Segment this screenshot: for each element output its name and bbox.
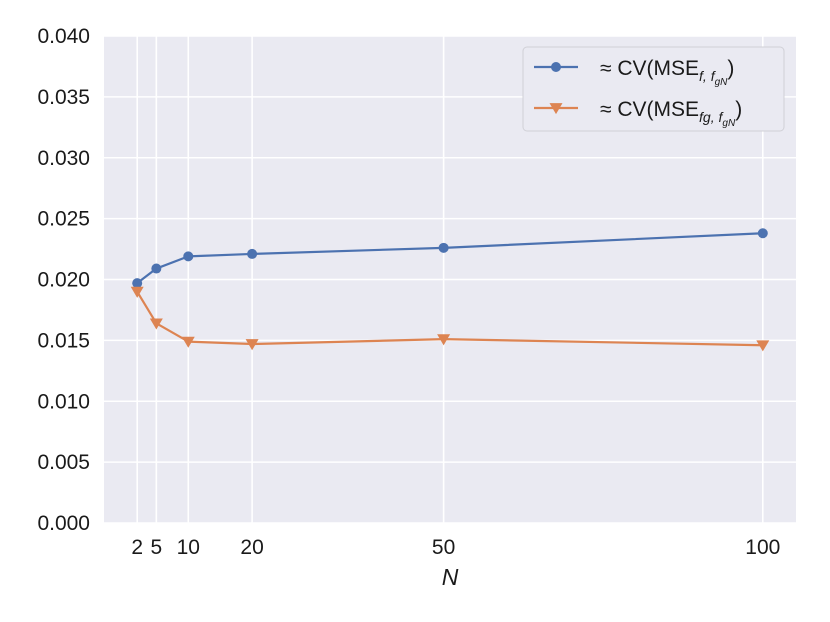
legend-label-subscript: fg, f <box>699 109 724 125</box>
series-0 <box>132 228 768 289</box>
y-tick-label: 0.025 <box>37 208 90 231</box>
legend-label-subscript: f, f <box>699 68 717 84</box>
data-point <box>181 336 195 348</box>
legend-label-close: ) <box>727 57 734 80</box>
series-1 <box>130 286 770 352</box>
legend-box <box>522 46 785 132</box>
x-tick-label: 2 <box>131 536 143 559</box>
legend-label-subsubscript: gN <box>715 77 729 88</box>
data-point <box>438 242 449 253</box>
x-tick-label: 5 <box>151 536 163 559</box>
x-axis-ticks: 2 5 10 20 50 100 <box>131 536 780 559</box>
y-tick-label: 0.040 <box>37 25 90 48</box>
y-tick-label: 0.000 <box>37 512 90 535</box>
x-tick-label: 20 <box>240 536 263 559</box>
data-point <box>130 286 144 298</box>
legend-label-main: ≈ CV(MSE <box>600 57 699 80</box>
x-axis-label: N <box>442 564 459 590</box>
y-tick-label: 0.035 <box>37 86 90 109</box>
series-layer <box>130 228 770 352</box>
legend-marker <box>549 103 563 115</box>
y-tick-label: 0.010 <box>37 390 90 413</box>
series-line <box>136 291 763 347</box>
legend: ≈ CV(MSEf, fgN)≈ CV(MSEfg, fgN) <box>522 46 785 132</box>
data-point <box>132 278 143 289</box>
legend-label-main: ≈ CV(MSE <box>600 98 699 121</box>
legend-label-subsubscript: gN <box>722 118 736 129</box>
legend-item: ≈ CV(MSEf, fgN) <box>534 57 734 88</box>
y-tick-label: 0.020 <box>37 269 90 292</box>
data-point <box>247 248 258 259</box>
legend-label: ≈ CV(MSEf, fgN) <box>600 57 734 88</box>
x-tick-label: 50 <box>432 536 455 559</box>
data-point <box>151 263 162 274</box>
data-point <box>437 334 451 346</box>
legend-marker <box>551 62 561 72</box>
y-axis-ticks: 0.000 0.005 0.010 0.015 0.020 0.025 0.030 0.035… <box>37 25 90 535</box>
legend-label-close: ) <box>735 98 742 121</box>
data-point <box>245 339 259 351</box>
data-point <box>183 251 194 262</box>
y-tick-label: 0.005 <box>37 451 90 474</box>
legend-item: ≈ CV(MSEfg, fgN) <box>534 98 742 129</box>
legend-label: ≈ CV(MSEfg, fgN) <box>600 98 742 129</box>
data-point <box>756 340 770 352</box>
x-tick-label: 10 <box>177 536 200 559</box>
y-tick-label: 0.030 <box>37 147 90 170</box>
data-point <box>149 318 163 330</box>
data-point <box>757 228 768 239</box>
y-tick-label: 0.015 <box>37 329 90 352</box>
x-tick-label: 100 <box>745 536 780 559</box>
